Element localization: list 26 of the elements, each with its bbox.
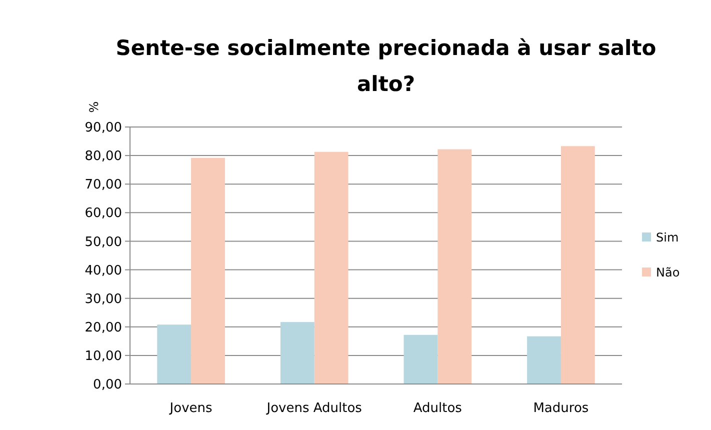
y-tick-label: 20,00 (84, 320, 122, 336)
y-tick-label: 30,00 (84, 292, 122, 307)
y-tick-label: 40,00 (84, 263, 122, 278)
bar (438, 149, 472, 384)
bar (314, 152, 348, 384)
y-tick-label: 0,00 (93, 378, 122, 393)
legend-label: Não (656, 266, 680, 280)
x-tick-label: Maduros (533, 401, 589, 416)
y-axis-title: % (87, 101, 101, 113)
x-tick-label: Jovens Adultos (266, 401, 362, 416)
bar (527, 336, 561, 384)
y-tick-label: 10,00 (84, 348, 122, 364)
bar (191, 158, 225, 384)
y-tick-label: 50,00 (84, 234, 122, 250)
bar (157, 324, 192, 384)
legend-label: Sim (656, 230, 679, 245)
x-tick-label: Adultos (413, 401, 462, 416)
y-tick-label: 90,00 (84, 120, 122, 136)
bar (280, 322, 314, 384)
bar (560, 146, 595, 384)
x-tick-label: Jovens (168, 401, 213, 416)
y-tick-label: 80,00 (84, 149, 122, 164)
y-tick-label: 60,00 (84, 206, 122, 222)
chart-title: Sente-se socialmente precionada à usar salto alto? (116, 36, 656, 96)
bar (404, 334, 438, 384)
y-tick-label: 70,00 (84, 178, 122, 193)
